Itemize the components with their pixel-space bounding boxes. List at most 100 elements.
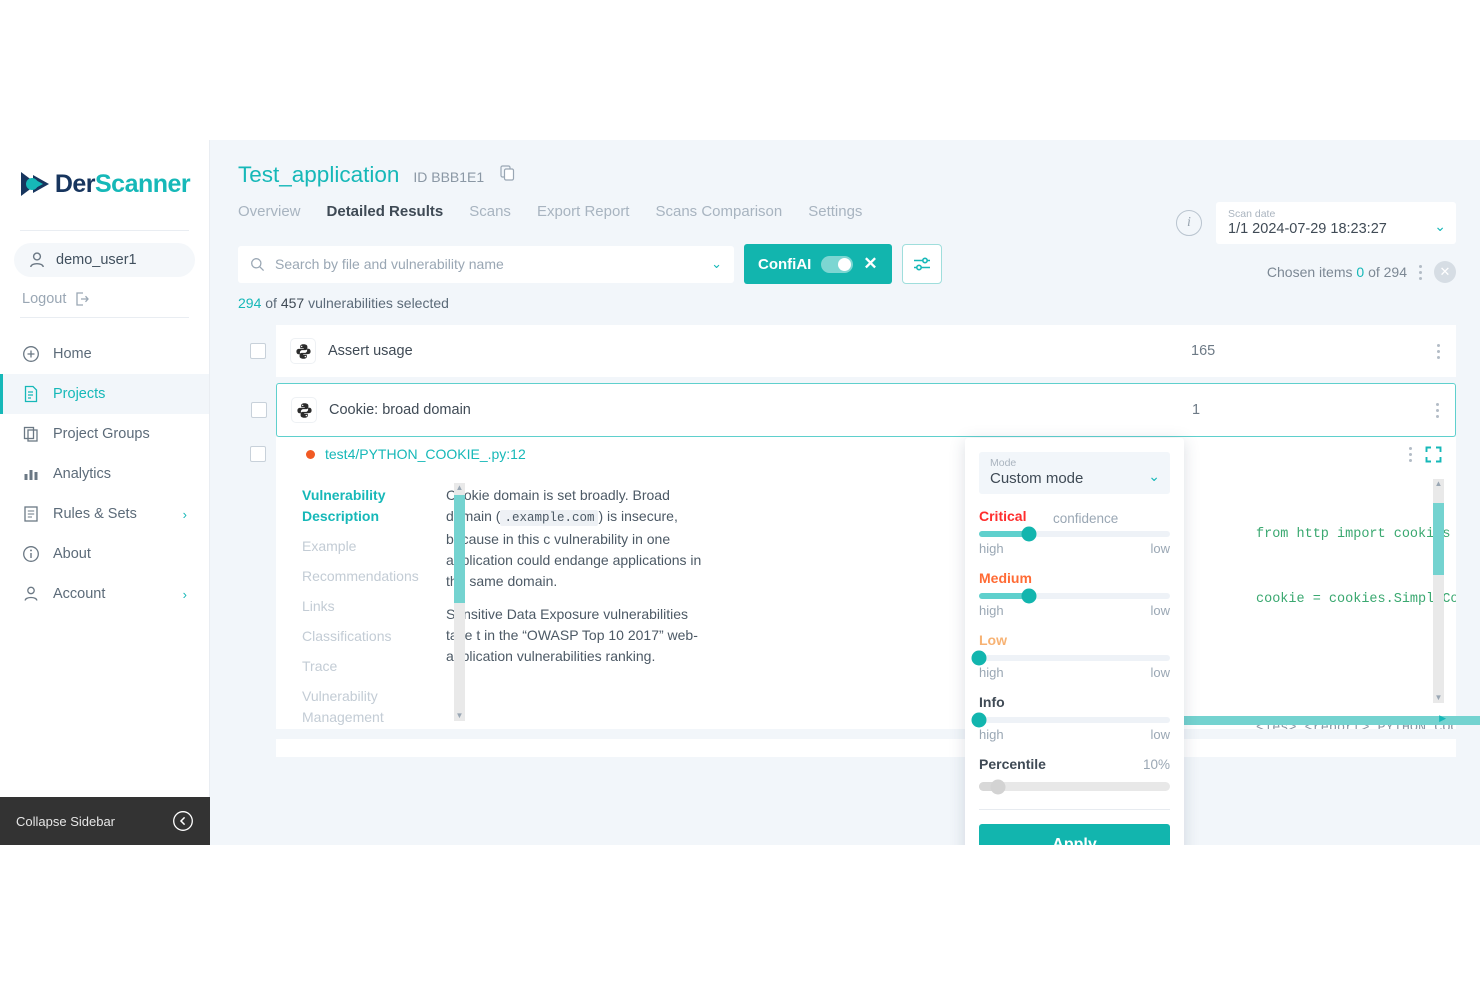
person-icon [24,586,38,601]
slider-end-low: low [1150,727,1170,742]
clear-selection-button[interactable]: ✕ [1434,261,1456,283]
scroll-down-icon[interactable]: ▼ [1434,693,1443,702]
logo-text-der: Der [54,169,96,198]
scan-date-select[interactable]: Scan date 1/1 2024-07-29 18:23:27 ⌄ [1216,202,1456,244]
vulnerability-file-link[interactable]: test4/PYTHON_COOKIE_.py:12 [325,446,526,462]
detail-tab-recommendations[interactable]: Recommendations [302,568,419,584]
slider-thumb-medium[interactable] [1021,588,1037,604]
expand-icon[interactable] [1425,446,1442,463]
desc-inline-code: .example.com [500,510,599,526]
plus-circle-icon [23,346,39,362]
chosen-items-total: of 294 [1368,264,1407,280]
mode-select[interactable]: Mode Custom mode ⌄ [979,452,1170,494]
search-icon [251,257,265,271]
scroll-up-icon[interactable]: ▲ [455,483,464,492]
slider-track-critical[interactable] [979,526,1170,542]
slider-label-critical: Critical [979,508,1027,524]
sidebar-item-account[interactable]: Account › [0,574,209,614]
page-title-row: Test_application ID BBB1E1 [238,162,1456,188]
slider-track-percentile[interactable] [979,779,1170,794]
apply-button[interactable]: Apply [979,824,1170,845]
user-chip[interactable]: demo_user1 [14,243,195,277]
tab-scans[interactable]: Scans [469,203,511,220]
scroll-down-icon[interactable]: ▼ [455,711,464,720]
collapse-sidebar-label: Collapse Sidebar [16,813,116,829]
code-horizontal-scrollbar[interactable]: ▶ [976,713,1480,725]
tab-settings[interactable]: Settings [808,203,863,220]
sub-row-menu-icon[interactable] [1409,446,1412,462]
slider-thumb-critical[interactable] [1021,526,1037,542]
page-title: Test_application [238,162,400,187]
code-line: cookie = cookies.SimpleCookie() [1256,591,1456,607]
detail-tab-vulnerability-management[interactable]: Vulnerability Management [302,688,384,725]
chosen-items-menu-icon[interactable] [1419,264,1422,280]
filter-settings-button[interactable] [901,244,942,284]
info-icon[interactable]: i [1176,210,1202,236]
logout-button[interactable]: Logout [22,291,187,307]
percentile-label: Percentile [979,756,1046,772]
sub-row-checkbox[interactable] [250,446,266,462]
python-icon [290,338,316,364]
table-row[interactable]: Assert usage 165 [250,325,1456,377]
collapse-sidebar-button[interactable]: Collapse Sidebar [0,797,210,845]
slider-track-low[interactable] [971,650,1170,666]
table-row-partial[interactable] [276,739,1456,757]
scrollbar-thumb[interactable] [1433,503,1444,575]
tab-bar: Overview Detailed Results Scans Export R… [238,203,1456,224]
sidebar-item-project-groups[interactable]: Project Groups [0,414,209,454]
row-checkbox[interactable] [251,402,267,418]
confiai-button[interactable]: ConfiAI ✕ [744,244,892,284]
sidebar-item-projects[interactable]: Projects [0,374,209,414]
slider-thumb-low[interactable] [971,650,987,666]
slider-track-medium[interactable] [979,588,1170,604]
tab-detailed-results[interactable]: Detailed Results [326,203,444,220]
detail-tab-example[interactable]: Example [302,538,357,554]
tab-overview[interactable]: Overview [238,203,301,220]
sidebar-item-analytics[interactable]: Analytics [0,454,209,494]
scroll-right-icon[interactable]: ▶ [1439,713,1446,723]
search-input[interactable] [275,256,702,272]
confiai-toggle[interactable] [821,255,854,273]
sidebar-item-home[interactable]: Home [0,334,209,374]
slider-track-info[interactable] [971,712,1170,728]
scroll-up-icon[interactable]: ▲ [1434,479,1443,488]
close-icon[interactable]: ✕ [863,254,878,273]
logo[interactable]: DerScanner [0,140,209,220]
code-vertical-scrollbar[interactable]: ▲ ▼ [1433,479,1444,703]
slider-fill [979,782,999,791]
chevron-right-icon: › [182,506,187,522]
slider-group-low: Low high low [971,632,1170,680]
detail-tab-vulnerability-description[interactable]: Vulnerability Description [302,487,386,524]
tab-export-report[interactable]: Export Report [536,203,630,220]
row-menu-icon[interactable] [1436,402,1439,418]
slider-thumb-info[interactable] [971,712,987,728]
detail-tabs-scrollbar[interactable]: ▲ ▼ [454,483,465,721]
selection-summary: 294 of 457 vulnerabilities selected [238,295,1456,311]
detail-tab-classifications[interactable]: Classifications [302,628,392,644]
search-box[interactable]: ⌄ [238,245,734,283]
row-checkbox[interactable] [250,343,266,359]
scan-date-value: 1/1 2024-07-29 18:23:27 [1228,221,1387,237]
list-item[interactable]: test4/PYTHON_COOKIE_.py:12 Not processed [250,437,1456,471]
sidebar-item-rules-sets[interactable]: Rules & Sets › [0,494,209,534]
table-row[interactable]: Cookie: broad domain 1 [251,383,1456,437]
desc-text-b: ) is insecure, because in this c vulnera… [446,508,702,589]
row-title: Cookie: broad domain [329,402,471,418]
chevron-right-icon: › [182,586,187,602]
selection-count: 294 [238,295,262,311]
slider-fill [979,593,1029,599]
sidebar-item-label: About [53,546,91,562]
sidebar-item-about[interactable]: About [0,534,209,574]
sidebar-divider-mid [20,317,189,318]
copy-icon[interactable] [500,165,516,182]
detail-tab-links[interactable]: Links [302,598,335,614]
scrollbar-thumb[interactable] [454,495,465,603]
detail-tab-trace[interactable]: Trace [302,658,338,674]
chevron-down-icon[interactable]: ⌄ [711,256,722,271]
slider-thumb-percentile[interactable] [990,779,1006,794]
person-icon [30,252,44,268]
tab-scans-comparison[interactable]: Scans Comparison [655,203,783,220]
row-menu-icon[interactable] [1437,343,1440,359]
scrollbar-thumb[interactable] [976,716,1480,725]
vulnerability-description-text: Cookie domain is set broadly. Broad doma… [424,471,722,729]
